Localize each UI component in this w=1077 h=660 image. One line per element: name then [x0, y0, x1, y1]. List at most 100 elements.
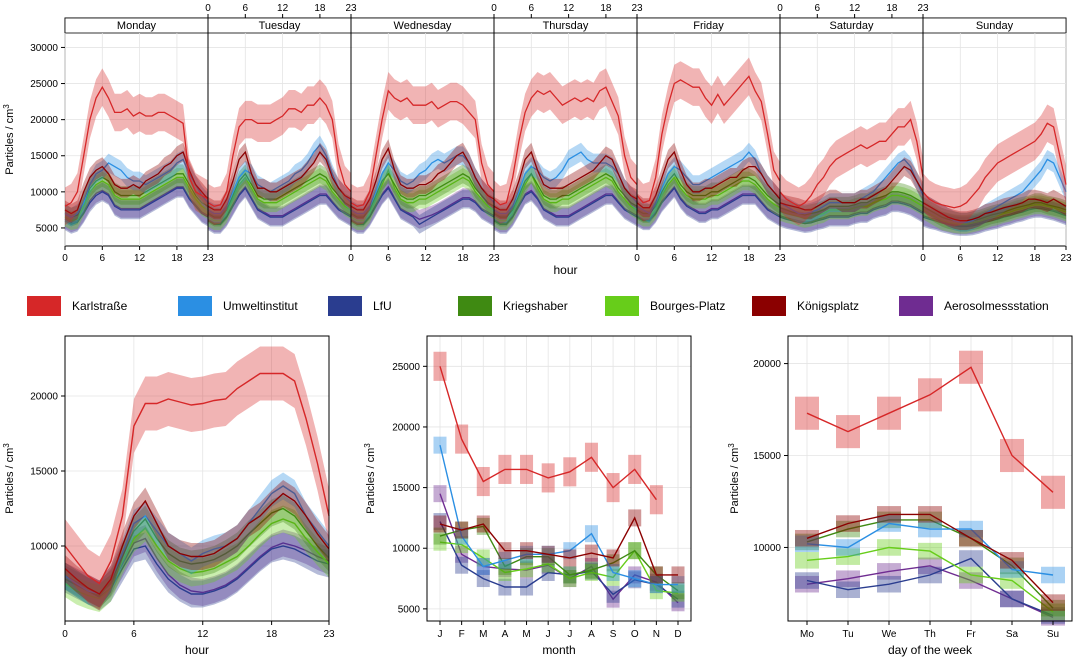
box-kriegshaber	[433, 527, 447, 545]
line-aerosolmessstation-tuesday	[207, 185, 352, 224]
x-tick-label: Fr	[966, 629, 976, 640]
line-lfu-sunday	[922, 207, 1067, 228]
x-tick-label: 18	[886, 3, 898, 14]
band-lfu	[65, 532, 329, 611]
line-aerosolmessstation-sunday	[922, 206, 1067, 226]
x-tick-label: 12	[197, 629, 209, 640]
x-axis-label: hour	[185, 643, 209, 657]
strip-label-friday: Friday	[693, 20, 724, 32]
line-kriegshaber-wednesday	[350, 172, 495, 218]
line-umweltinstitut	[806, 522, 1054, 576]
x-axis-label: month	[542, 643, 575, 657]
band-lfu-wednesday	[351, 178, 494, 234]
strip-label-thursday: Thursday	[543, 20, 589, 32]
line-konigsplatz	[806, 513, 1054, 604]
line-konigsplatz-sunday	[922, 198, 1067, 222]
x-tick-label: J	[546, 629, 551, 640]
x-tick-label: 6	[815, 3, 821, 14]
band-kriegshaber-saturday	[780, 182, 923, 225]
line-karlstrasse-thursday	[493, 86, 638, 206]
line-konigsplatz	[439, 516, 678, 576]
band-karlstrasse-thursday	[494, 68, 637, 224]
line-karlstrasse-sunday	[922, 122, 1067, 209]
band-lfu-friday	[637, 178, 780, 231]
line-umweltinstitut	[439, 444, 678, 586]
y-tick-label: 20000	[30, 115, 58, 126]
line-bourges-platz-thursday	[493, 172, 638, 222]
x-tick-label: 23	[345, 3, 357, 14]
line-karlstrasse	[64, 372, 330, 585]
band-konigsplatz-saturday	[780, 157, 923, 220]
line-kriegshaber	[64, 507, 330, 597]
x-tick-label: 0	[62, 253, 68, 264]
line-konigsplatz	[64, 492, 330, 595]
line-aerosolmessstation-thursday	[493, 189, 638, 224]
y-tick-label: 10000	[392, 544, 420, 555]
band-umweltinstitut-tuesday	[208, 135, 351, 223]
x-tick-label: 0	[205, 3, 211, 14]
line-bourges-platz-wednesday	[350, 168, 495, 222]
y-axis-label: Particles / cm3	[363, 443, 378, 514]
line-konigsplatz-monday	[64, 151, 209, 215]
strip-label-wednesday: Wednesday	[394, 20, 452, 32]
line-bourges-platz	[806, 546, 1054, 613]
line-bourges-platz	[439, 541, 679, 594]
band-lfu-thursday	[494, 182, 637, 234]
x-tick-label: 12	[706, 253, 718, 264]
y-tick-label: 20000	[30, 392, 58, 403]
strip-label-tuesday: Tuesday	[259, 20, 301, 32]
line-bourges-platz	[64, 518, 330, 600]
line-kriegshaber	[439, 525, 679, 592]
x-tick-label: A	[588, 629, 595, 640]
y-tick-label: 15000	[392, 483, 420, 494]
band-umweltinstitut-friday	[637, 142, 780, 223]
line-umweltinstitut-friday	[636, 151, 781, 215]
band-lfu-tuesday	[208, 178, 351, 234]
x-tick-label: 6	[386, 253, 392, 264]
x-tick-label: Tu	[842, 629, 853, 640]
line-karlstrasse-wednesday	[350, 89, 495, 207]
legend-label-aerosolmessstation: Aerosolmessstation	[944, 299, 1049, 313]
x-tick-label: 6	[100, 253, 106, 264]
x-tick-label: 18	[457, 253, 469, 264]
x-tick-label: 0	[634, 253, 640, 264]
x-tick-label: 23	[202, 253, 214, 264]
x-tick-label: 0	[62, 629, 68, 640]
y-tick-label: 20000	[392, 422, 420, 433]
band-konigsplatz-wednesday	[351, 139, 494, 220]
y-tick-label: 10000	[30, 187, 58, 198]
x-tick-label: A	[502, 629, 509, 640]
x-tick-label: 6	[672, 253, 678, 264]
box-bourges-platz	[433, 533, 447, 551]
x-tick-label: 18	[314, 3, 326, 14]
line-lfu	[439, 521, 679, 600]
x-tick-label: 12	[420, 253, 432, 264]
box-aerosolmessstation	[795, 575, 819, 593]
band-karlstrasse	[65, 346, 329, 611]
strip-label-sunday: Sunday	[976, 20, 1014, 32]
line-karlstrasse-monday	[64, 85, 209, 207]
x-tick-label: 23	[488, 253, 500, 264]
line-lfu-saturday	[779, 202, 924, 225]
line-umweltinstitut-tuesday	[207, 143, 352, 215]
legend-label-lfu: LfU	[373, 299, 392, 313]
band-karlstrasse-tuesday	[208, 79, 351, 226]
legend-label-bourges-platz: Bourges-Platz	[650, 299, 725, 313]
box-bourges-platz	[795, 552, 819, 569]
x-axis-label: hour	[553, 263, 577, 277]
legend-swatch-karlstrasse	[27, 296, 61, 316]
x-tick-label: 0	[920, 253, 926, 264]
y-tick-label: 15000	[30, 467, 58, 478]
x-tick-label: 23	[323, 629, 335, 640]
band-konigsplatz-monday	[65, 142, 208, 223]
weekly-panel: Monday 0 6 12 18 23 Tuesday 0 6 12 18 23 Wednesday 0 6…	[2, 3, 1072, 277]
y-tick-label: 15000	[30, 151, 58, 162]
line-konigsplatz-thursday	[493, 150, 638, 211]
box-kriegshaber	[795, 533, 819, 551]
legend-label-umweltinstitut: Umweltinstitut	[223, 299, 298, 313]
x-tick-label: 18	[171, 253, 183, 264]
band-lfu-saturday	[780, 193, 923, 233]
legend-swatch-lfu	[328, 296, 362, 316]
line-lfu-wednesday	[350, 187, 495, 226]
legend-swatch-kriegshaber	[458, 296, 492, 316]
